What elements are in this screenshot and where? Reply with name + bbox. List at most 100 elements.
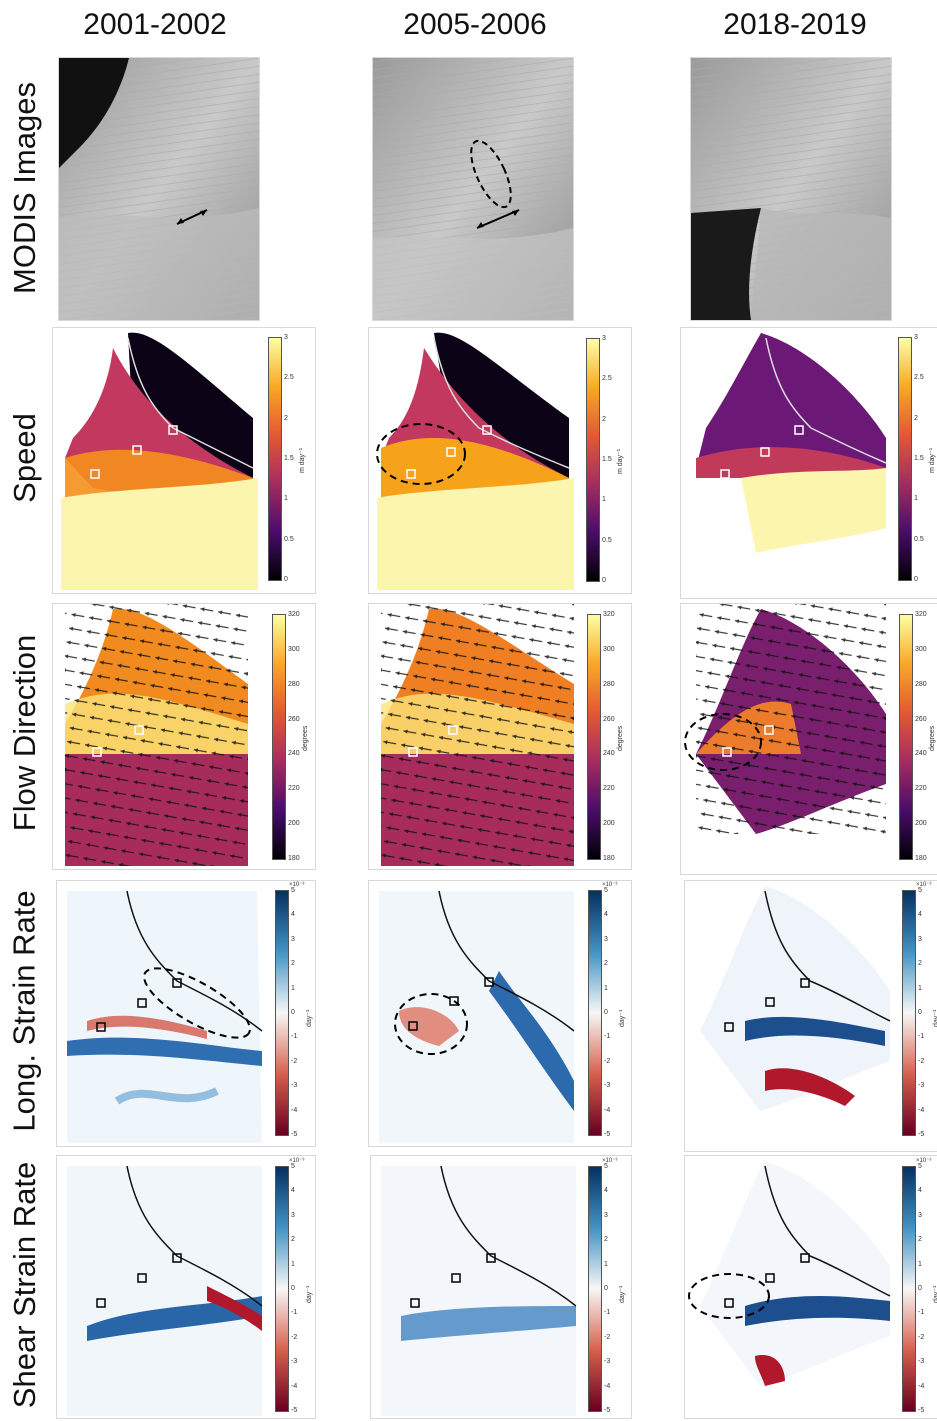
column-title-2005: 2005-2006 (403, 8, 547, 41)
colorbar-tick-label: 5 (291, 887, 295, 894)
colorbar-gradient (586, 338, 600, 582)
modis-image-2018 (690, 57, 892, 321)
colorbar-tick-label: 2 (284, 414, 288, 422)
colorbar-unit-label: degrees (302, 725, 309, 751)
colorbar-tick-label: 2 (602, 415, 606, 423)
colorbar-tick-label: 180 (915, 855, 927, 862)
colorbar-tick-label: 220 (288, 785, 300, 793)
colorbar-tick-label: 0 (918, 1009, 922, 1016)
colorbar-tick-label: 1 (284, 495, 288, 503)
colorbar-tick-label: 0.5 (602, 536, 612, 544)
colorbar-unit-label: day⁻¹ (933, 1009, 937, 1027)
colorbar-unit-label: day⁻¹ (306, 1285, 313, 1303)
colorbar-tick-label: -4 (918, 1106, 925, 1114)
colorbar-tick-label: 2.5 (914, 374, 924, 382)
colorbar-tick-label: 4 (918, 1187, 922, 1195)
colorbar-tick-label: 240 (603, 750, 615, 758)
speed-map-2001 (52, 327, 316, 594)
colorbar-gradient (902, 1166, 916, 1412)
colorbar-tick-label: 0 (918, 1285, 922, 1292)
colorbar-multiplier: ×10⁻³ (916, 882, 932, 888)
colorbar-tick-label: 200 (603, 820, 615, 828)
colorbar-unit-label: day⁻¹ (619, 1285, 626, 1303)
colorbar-tick-label: 3 (602, 335, 606, 342)
colorbar-tick-label: 5 (291, 1163, 295, 1170)
colorbar-gradient (588, 1166, 602, 1412)
colorbar-tick-label: -1 (918, 1309, 925, 1317)
colorbar-tick-label: -2 (918, 1333, 925, 1341)
colorbar-tick-label: 4 (291, 911, 295, 919)
speed-map-2018 (680, 327, 937, 599)
modis-image-2001 (58, 57, 260, 321)
colorbar-tick-label: 5 (604, 1163, 608, 1170)
colorbar-tick-label: 0 (914, 576, 918, 583)
colorbar-tick-label: 3 (291, 1211, 295, 1219)
colorbar-tick-label: -1 (604, 1309, 611, 1317)
colorbar-tick-label: 320 (288, 611, 300, 618)
colorbar-tick-label: 0.5 (284, 535, 294, 543)
colorbar-tick-label: 1 (914, 495, 918, 503)
colorbar-tick-label: -3 (604, 1082, 611, 1090)
long-strain-map-2018 (684, 880, 937, 1152)
column-title-2001: 2001-2002 (83, 8, 227, 41)
colorbar-unit-label: m day⁻¹ (299, 447, 306, 473)
colorbar-tick-label: 4 (604, 911, 608, 919)
colorbar-tick-label: 0 (604, 1285, 608, 1292)
colorbar-gradient (588, 890, 602, 1136)
colorbar-gradient (275, 890, 289, 1136)
colorbar-unit-label: day⁻¹ (306, 1009, 313, 1027)
colorbar-tick-label: 4 (604, 1187, 608, 1195)
colorbar-tick-label: -4 (604, 1382, 611, 1390)
colorbar-tick-label: 280 (603, 680, 615, 688)
colorbar-tick-label: 2.5 (284, 374, 294, 382)
colorbar-tick-label: 2 (604, 1236, 608, 1244)
colorbar-tick-label: 1 (291, 984, 295, 992)
colorbar-tick-label: 260 (603, 715, 615, 723)
colorbar-tick-label: 1 (291, 1260, 295, 1268)
colorbar-tick-label: 2 (918, 960, 922, 968)
colorbar-tick-label: 2 (291, 960, 295, 968)
colorbar-gradient (587, 614, 601, 860)
colorbar-tick-label: 260 (288, 715, 300, 723)
colorbar-tick-label: -1 (291, 1309, 298, 1317)
colorbar-tick-label: -5 (291, 1407, 298, 1414)
colorbar-tick-label: -2 (604, 1057, 611, 1065)
colorbar-tick-label: 3 (284, 334, 288, 341)
colorbar-tick-label: -5 (604, 1131, 611, 1138)
colorbar-tick-label: 220 (603, 785, 615, 793)
colorbar-tick-label: 1 (918, 1260, 922, 1268)
colorbar-tick-label: 220 (915, 785, 927, 793)
colorbar-tick-label: -2 (918, 1057, 925, 1065)
colorbar-tick-label: 300 (288, 645, 300, 653)
colorbar-tick-label: 2 (918, 1236, 922, 1244)
colorbar-multiplier: ×10⁻³ (289, 882, 305, 888)
colorbar-tick-label: 2.5 (602, 375, 612, 383)
colorbar-tick-label: 1 (602, 496, 606, 504)
colorbar-tick-label: -3 (291, 1358, 298, 1366)
colorbar-tick-label: 0 (291, 1009, 295, 1016)
colorbar-gradient (898, 337, 912, 581)
colorbar-unit-label: degrees (929, 725, 936, 751)
colorbar-tick-label: 260 (915, 715, 927, 723)
colorbar-tick-label: 2 (604, 960, 608, 968)
colorbar-tick-label: -1 (918, 1033, 925, 1041)
colorbar-gradient (902, 890, 916, 1136)
colorbar-tick-label: 0 (602, 577, 606, 584)
colorbar-tick-label: -1 (291, 1033, 298, 1041)
colorbar-tick-label: -5 (918, 1131, 925, 1138)
colorbar-tick-label: 200 (915, 820, 927, 828)
colorbar-tick-label: 0 (291, 1285, 295, 1292)
colorbar-tick-label: -4 (291, 1106, 298, 1114)
colorbar-tick-label: -3 (918, 1082, 925, 1090)
shear-strain-map-2018 (684, 1155, 937, 1419)
colorbar-unit-label: m day⁻¹ (929, 447, 936, 473)
colorbar-tick-label: -1 (604, 1033, 611, 1041)
row-title-long-strain: Long. Strain Rate (7, 889, 43, 1132)
colorbar-multiplier: ×10⁻³ (289, 1158, 305, 1164)
colorbar-tick-label: 300 (915, 645, 927, 653)
colorbar-tick-label: 180 (288, 855, 300, 862)
colorbar-tick-label: -4 (918, 1382, 925, 1390)
colorbar-tick-label: 5 (918, 887, 922, 894)
colorbar-tick-label: 3 (604, 935, 608, 943)
colorbar-multiplier: ×10⁻³ (602, 882, 618, 888)
